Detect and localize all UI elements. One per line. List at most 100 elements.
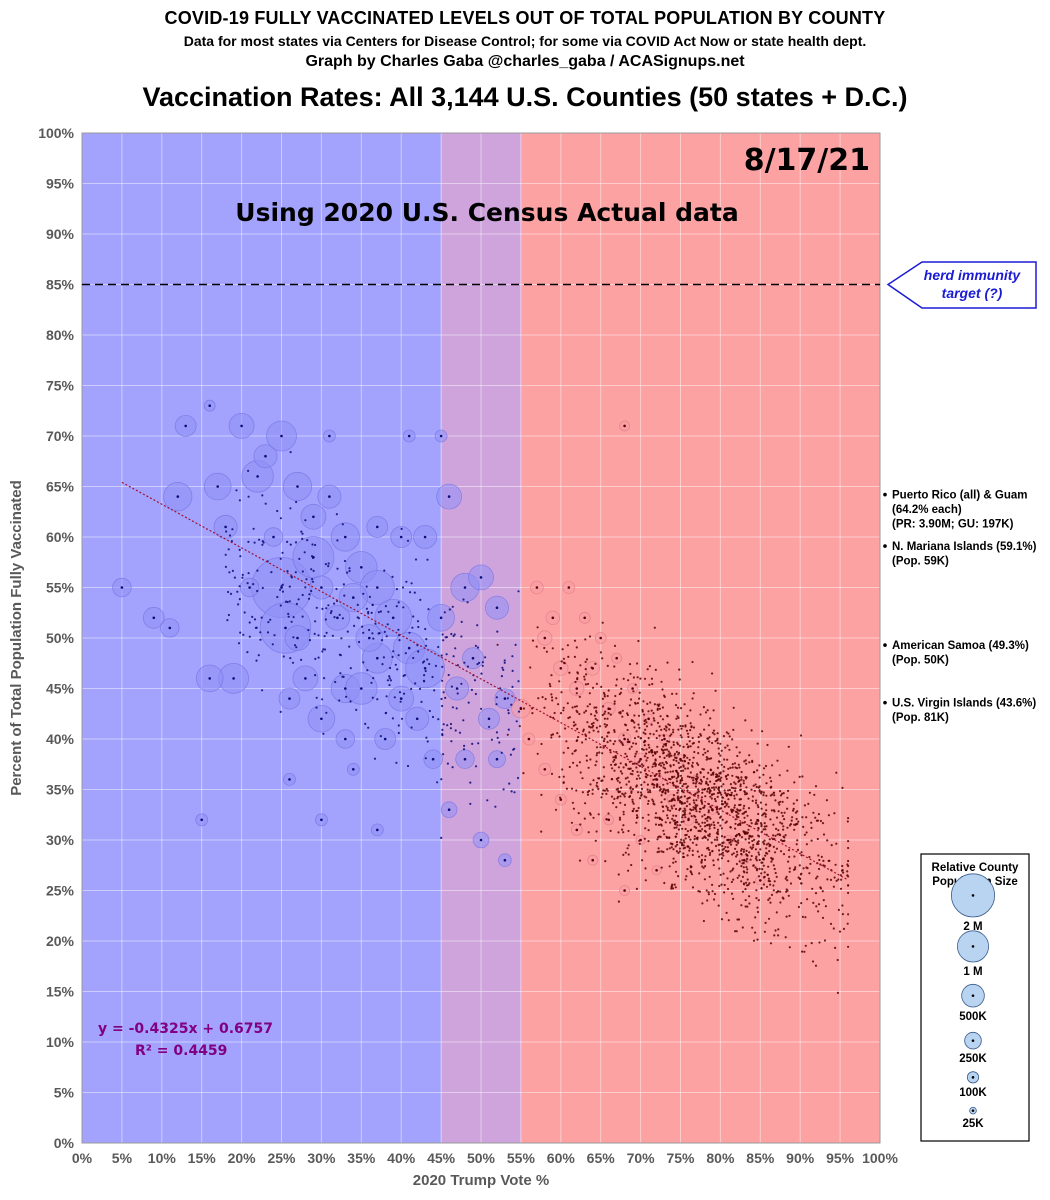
county-dot [663, 881, 666, 885]
county-dot [450, 632, 453, 636]
county-dot [361, 625, 364, 628]
county-dot [440, 654, 443, 657]
county-dot [601, 752, 604, 755]
county-dot [237, 642, 241, 645]
county-dot [709, 851, 712, 855]
county-dot [666, 771, 669, 774]
county-dot [774, 871, 777, 875]
county-dot [242, 633, 245, 636]
county-dot [613, 797, 616, 801]
county-dot [694, 804, 697, 807]
county-dot [660, 850, 663, 853]
county-dot [558, 735, 561, 738]
bubble-center [352, 768, 355, 771]
county-dot [678, 801, 682, 804]
county-dot [425, 644, 428, 647]
county-dot [835, 771, 838, 774]
county-dot [684, 725, 687, 728]
county-dot [558, 775, 561, 779]
county-dot [726, 877, 729, 880]
county-dot [391, 717, 394, 720]
herd-label-1: herd immunity [924, 267, 1022, 283]
county-dot [281, 590, 284, 593]
county-dot [677, 761, 680, 765]
county-dot [510, 790, 513, 793]
county-dot [695, 843, 698, 847]
county-dot [578, 761, 582, 764]
county-dot [688, 847, 691, 850]
county-dot [640, 787, 644, 791]
county-dot [743, 830, 746, 833]
county-dot [649, 774, 652, 778]
county-dot [661, 738, 664, 742]
county-dot [703, 804, 706, 807]
county-dot [238, 499, 241, 502]
county-dot [783, 818, 786, 821]
county-dot [617, 776, 620, 780]
bubble-center [639, 838, 642, 842]
county-dot [413, 591, 416, 594]
county-dot [261, 543, 264, 546]
county-dot [677, 799, 680, 802]
county-dot [761, 858, 765, 861]
county-dot [758, 785, 761, 788]
county-dot [623, 795, 626, 798]
county-dot [632, 690, 635, 693]
county-dot [264, 502, 267, 505]
county-dot [598, 751, 601, 754]
county-dot [426, 558, 429, 561]
county-dot [764, 815, 767, 818]
county-dot [440, 697, 443, 701]
county-dot [301, 537, 304, 541]
county-dot [628, 663, 632, 666]
county-dot [379, 735, 382, 738]
bubble-center [591, 858, 594, 862]
county-dot [661, 761, 664, 765]
county-dot [788, 824, 792, 827]
county-dot [696, 773, 699, 776]
county-dot [798, 775, 801, 779]
county-dot [726, 846, 730, 849]
county-dot [740, 776, 743, 779]
bubble-center [527, 737, 531, 741]
herd-callout-arrow [886, 261, 1037, 309]
county-dot [684, 754, 687, 758]
county-dot [602, 746, 605, 749]
county-dot [294, 571, 297, 574]
county-dot [738, 766, 741, 769]
county-dot [327, 604, 330, 607]
county-dot [609, 739, 612, 742]
county-dot [279, 710, 282, 714]
county-dot [698, 810, 701, 813]
county-dot [775, 875, 778, 879]
county-dot [313, 632, 316, 636]
county-dot [610, 763, 613, 766]
county-dot [716, 811, 719, 814]
county-dot [821, 916, 825, 920]
county-dot [402, 606, 405, 609]
county-dot [704, 751, 707, 754]
county-dot [805, 816, 808, 819]
county-dot [814, 892, 818, 895]
county-dot [231, 569, 234, 573]
county-dot [423, 674, 426, 677]
county-dot [259, 631, 262, 634]
county-dot [626, 847, 629, 850]
county-dot [663, 748, 667, 751]
county-dot [678, 678, 681, 681]
county-dot [686, 845, 689, 848]
county-dot [746, 905, 749, 908]
county-dot [703, 813, 706, 817]
county-dot [696, 762, 699, 765]
county-dot [756, 804, 759, 807]
county-dot [783, 811, 786, 814]
legend-size-label: 25K [962, 1118, 984, 1130]
county-dot [691, 660, 694, 664]
county-dot [460, 620, 463, 624]
county-dot [681, 790, 684, 793]
y-tick-label: 25% [46, 883, 75, 899]
county-dot [741, 890, 745, 893]
county-dot [474, 765, 478, 768]
county-dot [690, 776, 694, 779]
county-dot [626, 738, 630, 741]
